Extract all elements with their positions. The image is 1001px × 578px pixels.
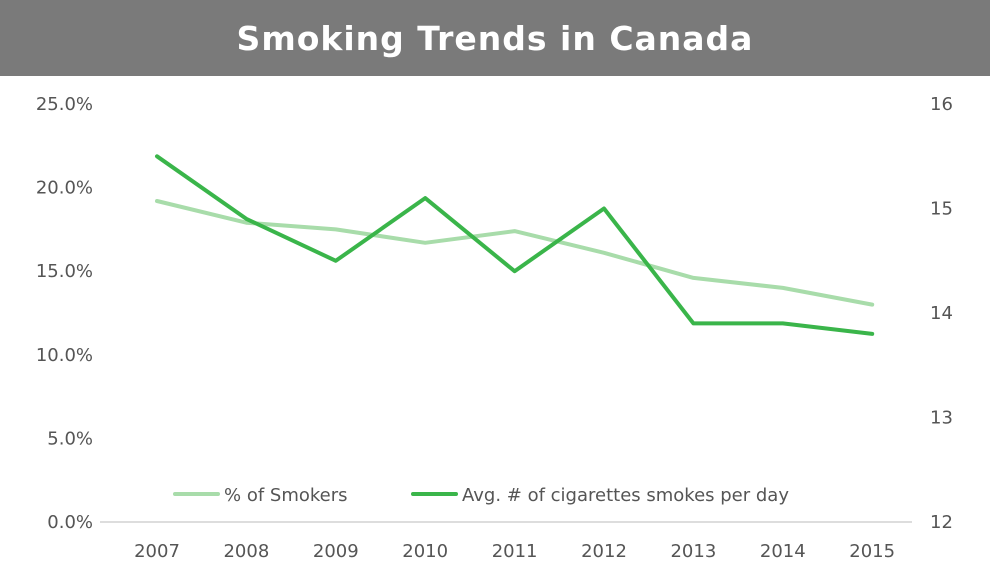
- left-tick-label: 15.0%: [36, 261, 93, 282]
- x-axis-ticks: 2007 2008 2009 2010 2011 2012 2013 2014 2015: [134, 541, 895, 562]
- series-layer: [155, 154, 875, 336]
- legend: % of Smokers Avg. # of cigarettes smokes …: [173, 485, 789, 506]
- series-line-1: [155, 199, 875, 307]
- x-tick-label: 2010: [402, 541, 448, 562]
- x-tick-label: 2014: [760, 541, 806, 562]
- x-tick-label: 2015: [849, 541, 895, 562]
- x-tick-label: 2009: [313, 541, 359, 562]
- right-tick-label: 14: [930, 303, 953, 324]
- left-axis-ticks: 0.0% 5.0% 10.0% 15.0% 20.0% 25.0%: [36, 94, 93, 533]
- x-tick-label: 2008: [223, 541, 269, 562]
- left-tick-label: 10.0%: [36, 345, 93, 366]
- left-tick-label: 0.0%: [47, 512, 93, 533]
- left-tick-label: 25.0%: [36, 94, 93, 115]
- chart-title: Smoking Trends in Canada: [236, 18, 754, 58]
- x-tick-label: 2011: [492, 541, 538, 562]
- right-tick-label: 13: [930, 408, 953, 429]
- right-tick-label: 16: [930, 94, 953, 115]
- x-tick-label: 2013: [670, 541, 716, 562]
- right-tick-label: 15: [930, 199, 953, 220]
- right-tick-label: 12: [930, 512, 953, 533]
- series-line-2: [155, 154, 875, 336]
- chart-title-bar: Smoking Trends in Canada: [0, 0, 990, 76]
- left-tick-label: 20.0%: [36, 178, 93, 199]
- left-tick-label: 5.0%: [47, 428, 93, 449]
- legend-label-2: Avg. # of cigarettes smokes per day: [462, 485, 789, 506]
- legend-label-1: % of Smokers: [224, 485, 348, 506]
- x-tick-label: 2007: [134, 541, 180, 562]
- x-tick-label: 2012: [581, 541, 627, 562]
- right-axis-ticks: 12 13 14 15 16: [930, 94, 953, 533]
